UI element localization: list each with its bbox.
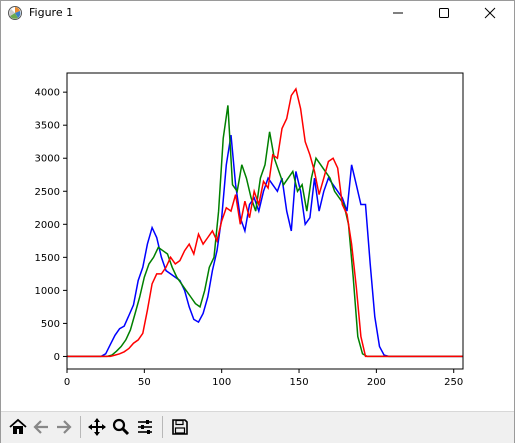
close-button[interactable]	[467, 1, 513, 25]
maximize-icon	[439, 8, 449, 18]
save-button[interactable]	[169, 416, 191, 438]
matplotlib-icon	[8, 6, 22, 20]
navigation-toolbar	[1, 411, 514, 443]
title-bar[interactable]: Figure 1	[1, 1, 514, 25]
x-tick-label: 0	[64, 377, 70, 388]
minimize-button[interactable]	[375, 1, 421, 25]
maximize-button[interactable]	[421, 1, 467, 25]
zoom-magnifier-icon	[112, 418, 130, 436]
zoom-button[interactable]	[110, 416, 132, 438]
x-tick-label: 250	[444, 377, 463, 388]
minimize-icon	[393, 12, 403, 14]
y-tick-label: 2500	[35, 187, 60, 198]
window-title: Figure 1	[29, 6, 74, 19]
forward-button[interactable]	[53, 416, 75, 438]
y-tick-label: 1500	[35, 253, 60, 264]
back-button[interactable]	[30, 416, 52, 438]
y-tick-label: 0	[54, 352, 60, 363]
toolbar-separator	[80, 416, 81, 438]
y-tick-label: 4000	[35, 88, 60, 99]
x-tick-label: 150	[289, 377, 308, 388]
home-icon	[9, 418, 27, 434]
y-tick-label: 1000	[35, 286, 60, 297]
y-tick-label: 500	[41, 319, 60, 330]
configure-subplots-button[interactable]	[134, 416, 156, 438]
series-line-2	[67, 87, 463, 358]
close-icon	[484, 7, 496, 19]
toolbar-separator	[162, 416, 163, 438]
series-line-1	[67, 105, 463, 358]
figure-canvas[interactable]: 0 50 100 150 200 250 0 500 1000 1500 2000 2500 3000…	[1, 25, 514, 409]
line-chart[interactable]: 0 50 100 150 200 250 0 500 1000 1500 2000 2500 3000…	[1, 25, 514, 409]
pan-button[interactable]	[86, 416, 108, 438]
configure-subplots-icon	[138, 420, 152, 434]
y-tick-label: 3000	[35, 154, 60, 165]
x-tick-label: 200	[367, 377, 386, 388]
back-arrow-icon	[33, 420, 48, 434]
save-floppy-icon	[172, 419, 188, 435]
y-tick-label: 2000	[35, 220, 60, 231]
axes-frame	[66, 72, 464, 370]
forward-arrow-icon	[57, 420, 72, 434]
home-button[interactable]	[7, 416, 29, 438]
pan-move-icon	[88, 418, 106, 436]
y-tick-label: 3500	[35, 121, 60, 132]
x-tick-label: 100	[212, 377, 231, 388]
series-line-0	[67, 134, 463, 358]
x-tick-label: 50	[138, 377, 151, 388]
